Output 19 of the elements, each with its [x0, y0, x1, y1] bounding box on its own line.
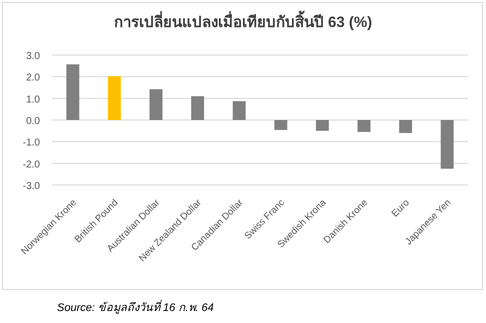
bar — [150, 89, 162, 120]
y-tick-label: -3.0 — [22, 181, 40, 192]
bar — [399, 120, 412, 133]
bar — [316, 120, 329, 131]
bar — [440, 120, 454, 169]
bar — [66, 64, 80, 120]
bar — [232, 101, 246, 120]
chart-title: การเปลี่ยนแปลงเมื่อเทียบกับสิ้นปี 63 (%) — [114, 10, 372, 31]
source-note: Source: ข้อมูลถึงวันที่ 16 ก.พ. 64 — [57, 299, 214, 314]
y-tick-label: -1.0 — [22, 138, 40, 149]
bar — [274, 120, 288, 130]
bar — [191, 96, 204, 120]
y-tick-label: -2.0 — [22, 159, 40, 170]
y-tick-label: 3.0 — [26, 51, 40, 62]
bar — [358, 120, 370, 132]
bar — [108, 76, 121, 120]
y-tick-label: 0.0 — [26, 116, 40, 127]
y-tick-label: 1.0 — [26, 94, 40, 106]
y-tick-label: 2.0 — [26, 72, 40, 84]
